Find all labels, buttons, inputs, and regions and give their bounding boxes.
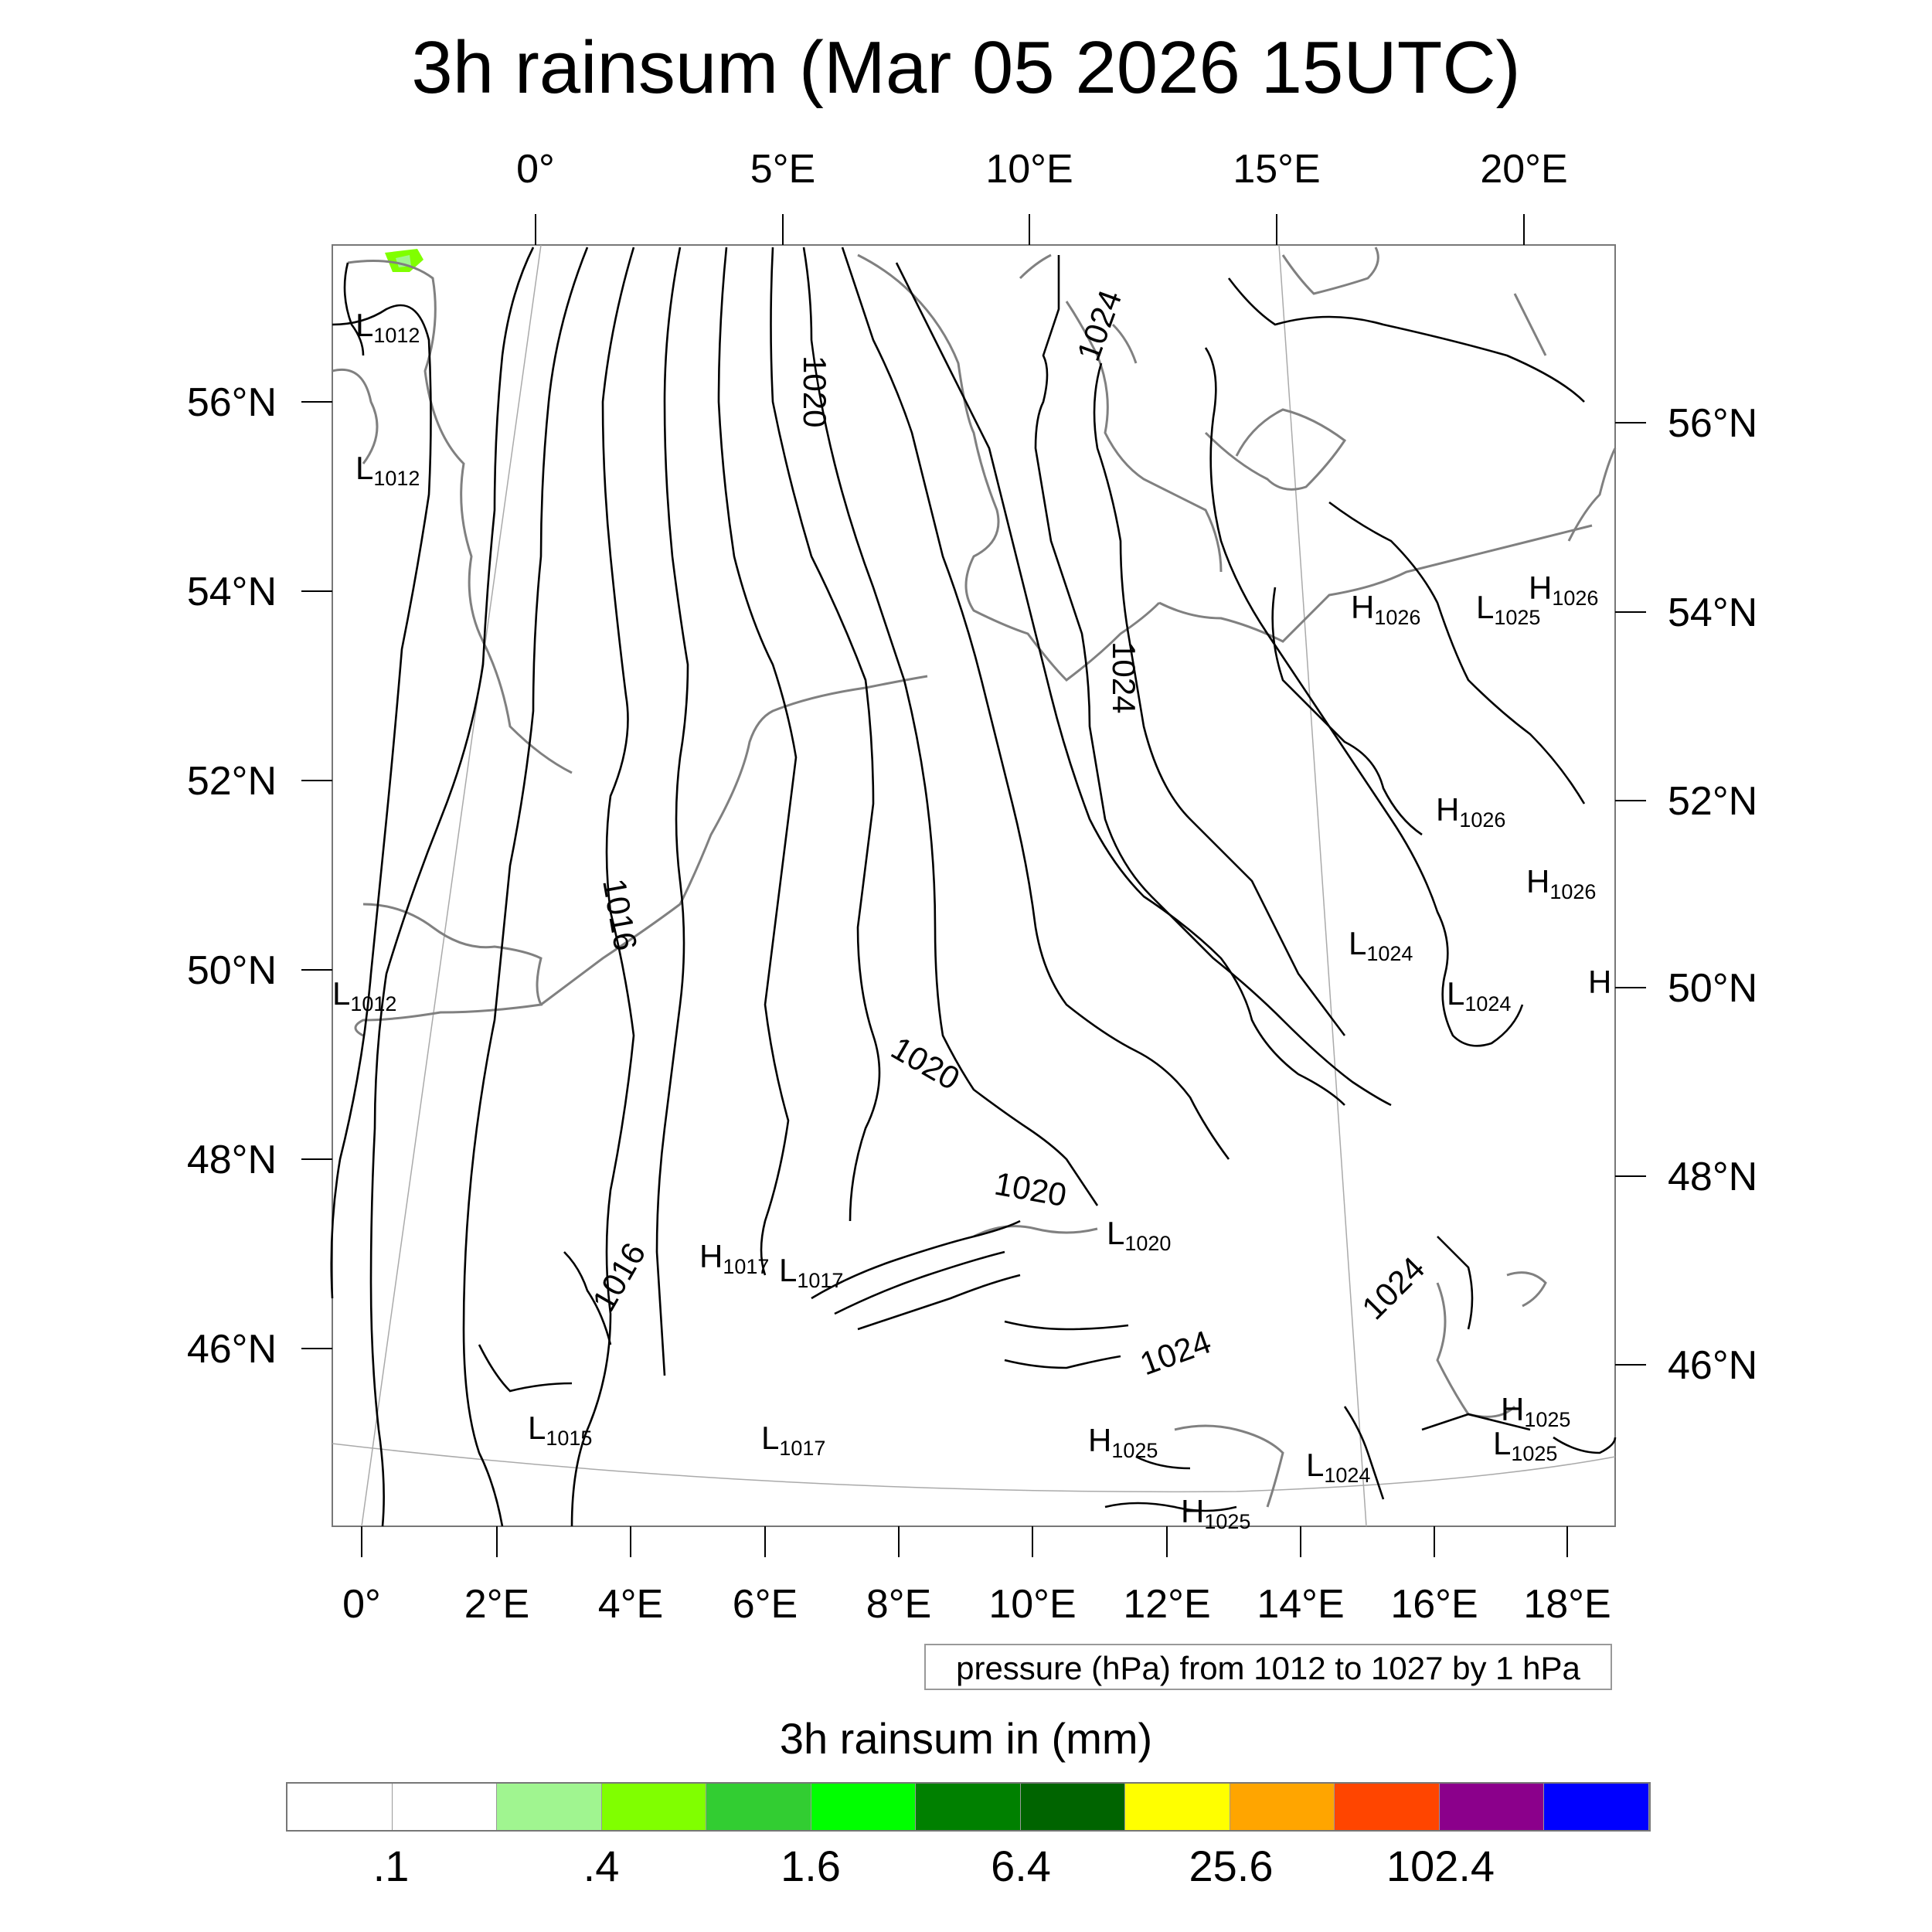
colorbar-box	[392, 1784, 498, 1830]
lon-label: 15°E	[1233, 147, 1320, 192]
lat-label: 56°N	[1668, 401, 1757, 446]
colorbar-title: 3h rainsum in (mm)	[779, 1714, 1153, 1763]
high-center: H1017	[699, 1238, 769, 1278]
lon-label: 4°E	[598, 1582, 663, 1627]
high-center: H1025	[1088, 1422, 1158, 1462]
high-center: H1025	[1501, 1391, 1570, 1431]
contour-info-box: pressure (hPa) from 1012 to 1027 by 1 hP…	[924, 1644, 1612, 1690]
right-lat-ticks	[1615, 422, 1646, 1366]
low-center: L1012	[332, 975, 396, 1015]
lat-label: 48°N	[187, 1138, 277, 1182]
top-lon-ticks	[535, 214, 1525, 245]
lat-label: 54°N	[187, 570, 277, 614]
colorbar-label: 102.4	[1386, 1842, 1495, 1890]
isobar-label: 1024	[1106, 641, 1142, 713]
high-center: H1025	[1181, 1493, 1250, 1533]
low-center: L1012	[355, 450, 420, 490]
coastlines	[332, 247, 1617, 1508]
colorbar-box	[1125, 1784, 1230, 1830]
lat-label: 46°N	[187, 1327, 277, 1372]
map-frame	[332, 244, 1616, 1527]
lon-label: 0°	[342, 1582, 381, 1627]
lon-label: 8°E	[866, 1582, 931, 1627]
colorbar	[286, 1782, 1651, 1832]
colorbar-box	[916, 1784, 1021, 1830]
low-center: L1012	[355, 307, 420, 347]
left-lat-ticks	[301, 401, 332, 1349]
colorbar-box	[706, 1784, 811, 1830]
graticule	[332, 244, 1616, 1527]
lon-label: 5°E	[750, 147, 815, 192]
colorbar-label: .4	[583, 1842, 620, 1890]
low-center: L1017	[761, 1420, 825, 1460]
chart-title: 3h rainsum (Mar 05 2026 15UTC)	[411, 26, 1521, 109]
colorbar-box	[1544, 1784, 1649, 1830]
low-center: L1017	[779, 1252, 843, 1292]
high-center: H	[1588, 964, 1611, 1000]
lat-label: 50°N	[1668, 966, 1757, 1011]
colorbar-box	[1335, 1784, 1440, 1830]
high-center: H1026	[1436, 791, 1505, 832]
lon-label: 14°E	[1257, 1582, 1344, 1627]
lon-label: 6°E	[733, 1582, 798, 1627]
left-lat-labels: 56°N 54°N 52°N 50°N 48°N 46°N	[187, 380, 277, 1372]
lat-label: 52°N	[187, 759, 277, 804]
pressure-centers: L1012 L1012 L1012 H1026 L1025 H1026 H102…	[332, 307, 1611, 1533]
high-center: H1026	[1529, 570, 1598, 610]
lon-label: 10°E	[988, 1582, 1076, 1627]
lat-label: 50°N	[187, 948, 277, 993]
lon-label: 2°E	[464, 1582, 529, 1627]
low-center: L1025	[1493, 1425, 1557, 1465]
lat-label: 54°N	[1668, 590, 1757, 635]
lon-label: 12°E	[1123, 1582, 1210, 1627]
lat-label: 52°N	[1668, 779, 1757, 824]
low-center: L1024	[1349, 925, 1413, 965]
colorbar-label: .1	[372, 1842, 410, 1890]
low-center: L1024	[1306, 1447, 1370, 1487]
high-center: H1026	[1351, 589, 1420, 629]
high-center: H1026	[1526, 863, 1596, 903]
low-center: L1025	[1476, 589, 1540, 629]
lon-label: 18°E	[1523, 1582, 1611, 1627]
lat-label: 46°N	[1668, 1343, 1757, 1388]
lon-label: 16°E	[1390, 1582, 1478, 1627]
right-lat-labels: 56°N 54°N 52°N 50°N 48°N 46°N	[1668, 401, 1757, 1388]
colorbar-box	[811, 1784, 917, 1830]
colorbar-box	[601, 1784, 707, 1830]
colorbar-box	[1230, 1784, 1335, 1830]
colorbar-label: 1.6	[781, 1842, 841, 1890]
lon-label: 10°E	[985, 147, 1073, 192]
isobar-label: 1020	[797, 355, 833, 427]
colorbar-box	[497, 1784, 602, 1830]
lon-label: 0°	[516, 147, 555, 192]
lat-label: 48°N	[1668, 1155, 1757, 1199]
low-center: L1024	[1447, 975, 1511, 1015]
isobars	[330, 247, 1617, 1527]
low-center: L1020	[1107, 1215, 1171, 1255]
lat-label: 56°N	[187, 380, 277, 425]
colorbar-box	[1439, 1784, 1545, 1830]
bottom-lon-ticks	[361, 1526, 1568, 1557]
low-center: L1015	[528, 1410, 592, 1450]
colorbar-box	[1020, 1784, 1126, 1830]
top-lon-labels: 0° 5°E 10°E 15°E 20°E	[516, 147, 1568, 192]
colorbar-label: 25.6	[1189, 1842, 1274, 1890]
lon-label: 20°E	[1480, 147, 1567, 192]
bottom-lon-labels: 0° 2°E 4°E 6°E 8°E 10°E 12°E 14°E 16°E 1…	[342, 1582, 1611, 1627]
colorbar-label: 6.4	[991, 1842, 1051, 1890]
colorbar-box	[287, 1784, 393, 1830]
